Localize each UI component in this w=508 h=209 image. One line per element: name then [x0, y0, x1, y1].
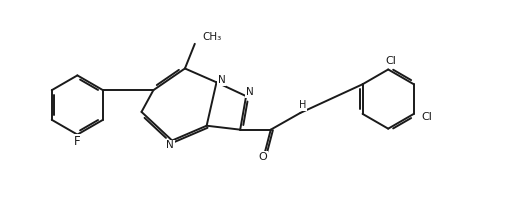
- Text: N: N: [217, 75, 226, 85]
- Text: O: O: [259, 152, 267, 162]
- Text: N: N: [246, 87, 254, 97]
- Text: N: N: [166, 140, 174, 150]
- Text: H: H: [299, 100, 306, 110]
- Text: CH₃: CH₃: [203, 32, 222, 42]
- Text: Cl: Cl: [386, 56, 397, 66]
- Text: F: F: [74, 135, 81, 148]
- Text: Cl: Cl: [422, 112, 433, 122]
